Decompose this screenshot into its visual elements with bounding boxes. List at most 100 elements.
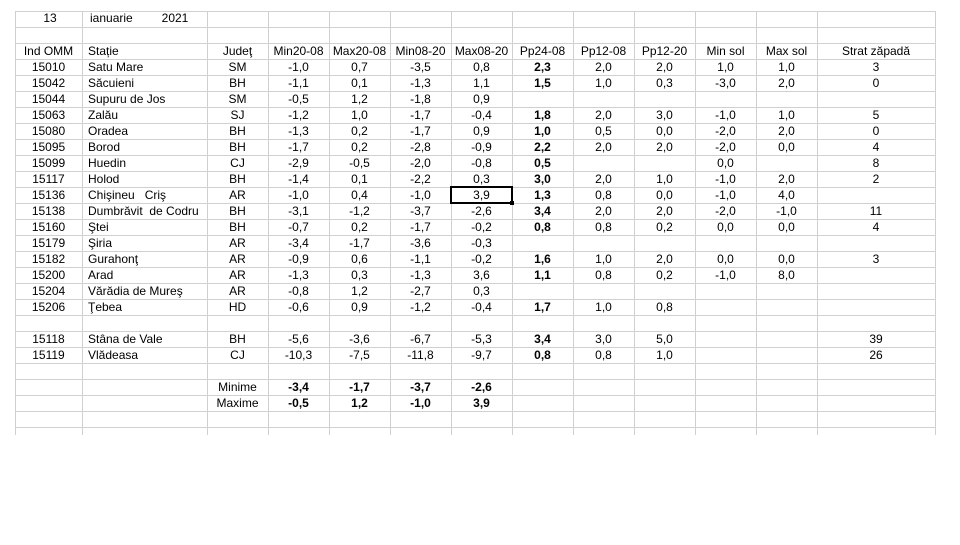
cell: Şiria <box>88 236 112 250</box>
cell: 15042 <box>32 76 66 90</box>
cell: 1,0 <box>534 124 551 138</box>
cell: 0,5 <box>534 156 551 170</box>
cell: Satu Mare <box>88 60 144 74</box>
cell: 0,0 <box>778 140 795 154</box>
column-header: Max sol <box>766 44 807 58</box>
cell: BH <box>229 220 246 234</box>
cell: 0,2 <box>656 220 673 234</box>
cell: Ţebea <box>88 300 122 314</box>
cell: 26 <box>869 348 883 362</box>
cell: 3 <box>873 252 880 266</box>
cell: 0,0 <box>656 188 673 202</box>
cell: -1,7 <box>288 140 309 154</box>
cell: 2,0 <box>595 108 612 122</box>
cell: Arad <box>88 268 113 282</box>
cell: 0,0 <box>717 252 734 266</box>
cell: 0,3 <box>351 268 368 282</box>
cell: -0,5 <box>349 156 370 170</box>
column-header: Min20-08 <box>273 44 323 58</box>
cell: -1,0 <box>715 172 736 186</box>
cell: -0,4 <box>471 300 492 314</box>
cell: -0,6 <box>288 300 309 314</box>
selected-cell[interactable] <box>450 186 513 204</box>
cell: 0,6 <box>351 252 368 266</box>
cell: 2,0 <box>595 204 612 218</box>
cell: 1,0 <box>595 300 612 314</box>
cell: 0,8 <box>595 188 612 202</box>
cell: 15206 <box>32 300 66 314</box>
cell: -2,0 <box>715 140 736 154</box>
cell: 15118 <box>32 332 65 346</box>
cell: -0,2 <box>471 220 492 234</box>
cell: SM <box>229 92 247 106</box>
cell: 0,8 <box>534 220 551 234</box>
cell: 15200 <box>32 268 66 282</box>
cell: -0,5 <box>288 92 309 106</box>
cell: -0,8 <box>471 156 492 170</box>
cell: 3 <box>873 60 880 74</box>
cell: 39 <box>869 332 883 346</box>
cell: -1,8 <box>410 92 431 106</box>
cell: Vărădia de Mureş <box>88 284 183 298</box>
cell: 0,2 <box>656 268 673 282</box>
cell: -1,0 <box>288 188 309 202</box>
cell: Vlădeasa <box>88 348 138 362</box>
cell: -1,0 <box>288 60 309 74</box>
cell: 2,0 <box>656 204 673 218</box>
cell: Zalău <box>88 108 118 122</box>
cell: -1,7 <box>410 220 431 234</box>
cell: -0,2 <box>471 252 492 266</box>
cell: AR <box>229 252 246 266</box>
cell: 15136 <box>32 188 66 202</box>
cell: -11,8 <box>407 348 434 362</box>
cell: -3,6 <box>349 332 370 346</box>
cell: 3,0 <box>595 332 612 346</box>
cell: 0,7 <box>351 60 368 74</box>
cell: -1,0 <box>715 188 736 202</box>
column-header: Min sol <box>706 44 744 58</box>
cell: 8,0 <box>778 268 795 282</box>
cell: 4,0 <box>778 188 795 202</box>
column-header: Pp12-20 <box>642 44 688 58</box>
cell: -1,0 <box>776 204 797 218</box>
cell: 0,8 <box>534 348 551 362</box>
cell: 0,3 <box>473 172 490 186</box>
cell: 1,0 <box>656 172 673 186</box>
cell: BH <box>229 76 246 90</box>
cell: -1,1 <box>288 76 309 90</box>
cell: Dumbrăvit de Codru <box>88 204 199 218</box>
cell: -3,6 <box>410 236 431 250</box>
cell: 0,1 <box>351 172 368 186</box>
cell: -9,7 <box>471 348 492 362</box>
cell: 0,5 <box>595 124 612 138</box>
column-header: Max20-08 <box>333 44 387 58</box>
cell: -1,0 <box>715 268 736 282</box>
cell: 2,0 <box>595 140 612 154</box>
cell: 1,3 <box>534 188 551 202</box>
cell: 1,0 <box>656 348 673 362</box>
fill-handle[interactable] <box>510 201 514 205</box>
summary-label: Maxime <box>216 396 258 410</box>
cell: Săcuieni <box>88 76 134 90</box>
cell: -2,6 <box>471 204 492 218</box>
cell: 2,0 <box>656 252 673 266</box>
cell: 0,2 <box>351 220 368 234</box>
cell: AR <box>229 188 246 202</box>
cell: 0,8 <box>595 348 612 362</box>
cell: 15138 <box>32 204 66 218</box>
cell: 4 <box>873 220 880 234</box>
cell: 2,0 <box>595 172 612 186</box>
cell: 15182 <box>32 252 66 266</box>
cell: Supuru de Jos <box>88 92 165 106</box>
cell: 15010 <box>32 60 66 74</box>
cell: 1,0 <box>717 60 734 74</box>
cell: 0,9 <box>473 92 490 106</box>
cell: 15179 <box>32 236 66 250</box>
cell: -2,7 <box>410 284 431 298</box>
summary-value: 1,2 <box>351 396 368 410</box>
cell: 5 <box>873 108 880 122</box>
cell: -1,7 <box>410 124 431 138</box>
cell: 2 <box>873 172 880 186</box>
column-header: Pp12-08 <box>581 44 627 58</box>
cell: 2,3 <box>534 60 551 74</box>
